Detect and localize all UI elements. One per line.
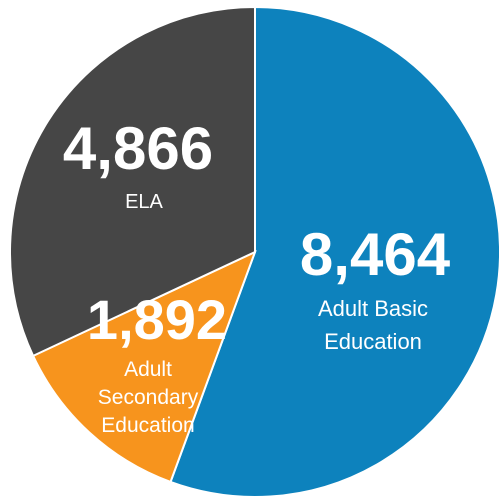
slice-adult-secondary-education: [31, 250, 257, 484]
value-label-adult-secondary-education: 1,892: [87, 288, 227, 351]
value-label-ela: 4,866: [63, 115, 213, 182]
slice-adult-basic-education: [169, 5, 499, 498]
slice-ela: [9, 5, 256, 358]
category-label-ela: ELA: [125, 191, 163, 213]
pie-slices: [9, 5, 499, 498]
pie-labels: 8,464 Adult Basic Education 1,892 Adult Secon…: [63, 115, 451, 437]
category-label-adult-basic-education: Adult Basic Education: [318, 296, 428, 354]
category-label-adult-secondary-education: Adult Secondary Education: [98, 358, 199, 437]
value-label-adult-basic-education: 8,464: [300, 221, 451, 288]
